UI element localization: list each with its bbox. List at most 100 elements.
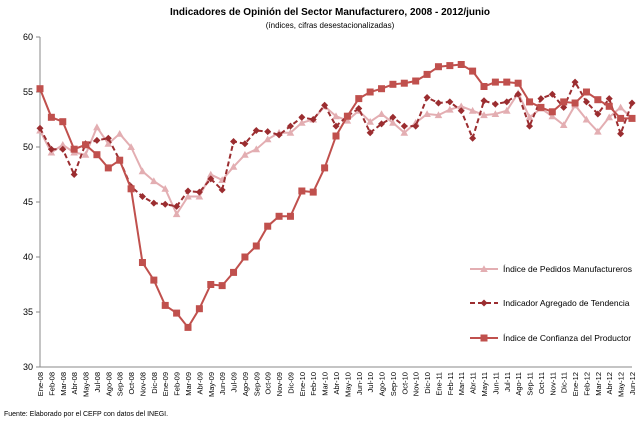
data-point — [59, 118, 67, 126]
data-point — [252, 127, 260, 134]
data-point — [423, 70, 431, 78]
data-point — [457, 61, 465, 68]
x-tick-label: Ene-08 — [36, 372, 45, 396]
data-point — [230, 138, 238, 145]
data-point — [355, 95, 363, 103]
data-point — [264, 128, 272, 136]
x-tick-label: Ene-10 — [298, 372, 307, 396]
data-point — [560, 98, 568, 106]
x-tick-label: Nov-10 — [412, 372, 421, 396]
x-tick-label: May-09 — [207, 372, 216, 397]
x-tick-label: Jun-12 — [628, 372, 637, 395]
data-point — [321, 101, 329, 109]
data-point — [377, 110, 386, 117]
data-point — [184, 323, 192, 331]
x-tick-label: Oct-09 — [264, 372, 273, 395]
x-tick-label: Nov-08 — [138, 372, 147, 396]
data-point — [47, 145, 55, 153]
x-tick-label: Abr-11 — [469, 372, 478, 394]
data-point — [127, 185, 135, 193]
x-tick-label: May-12 — [617, 372, 626, 397]
x-tick-label: Mar-11 — [457, 372, 466, 395]
data-point — [218, 186, 226, 194]
data-point — [571, 99, 579, 107]
data-point — [582, 98, 590, 106]
data-point — [526, 98, 534, 106]
data-point — [343, 112, 351, 120]
data-point — [548, 108, 556, 116]
legend-label: Índice de Confianza del Productor — [503, 333, 631, 343]
x-tick-label: Sep-10 — [389, 372, 398, 396]
data-point — [298, 113, 306, 121]
x-tick-label: Abr-10 — [332, 372, 341, 395]
x-tick-label: Abr-09 — [195, 372, 204, 395]
data-point — [332, 122, 340, 130]
data-point — [70, 145, 78, 153]
y-tick-label: 60 — [23, 32, 33, 42]
data-point — [263, 135, 272, 143]
data-point — [560, 103, 568, 111]
data-point — [138, 193, 146, 200]
data-point — [286, 122, 294, 130]
data-point — [150, 177, 158, 185]
x-tick-label: Feb-11 — [446, 372, 455, 395]
data-point — [457, 102, 466, 110]
data-point — [104, 139, 113, 147]
data-point — [161, 200, 169, 208]
y-tick-label: 35 — [23, 307, 33, 317]
data-point — [82, 141, 90, 149]
data-point — [127, 143, 135, 150]
data-point — [59, 145, 67, 153]
data-point — [616, 103, 625, 111]
data-point — [241, 140, 249, 148]
x-tick-label: Jul-10 — [366, 372, 375, 392]
x-tick-label: Ene-11 — [434, 372, 443, 396]
x-tick-label: Feb-09 — [173, 372, 182, 396]
data-point — [434, 63, 442, 71]
data-point — [241, 253, 249, 261]
data-point — [571, 78, 579, 86]
data-point — [275, 131, 283, 139]
data-point — [628, 99, 636, 107]
data-point — [150, 199, 158, 207]
data-point — [332, 112, 340, 120]
x-tick-label: Dic-11 — [560, 372, 569, 393]
data-point — [457, 107, 465, 115]
data-point — [503, 78, 511, 86]
data-point — [491, 78, 499, 86]
legend-marker — [480, 299, 488, 307]
data-point — [548, 90, 556, 98]
x-tick-label: Oct-11 — [537, 372, 546, 394]
data-point — [434, 99, 442, 107]
x-tick-label: Jun-09 — [218, 372, 227, 395]
x-tick-label: Ene-09 — [161, 372, 170, 396]
x-tick-label: May-08 — [82, 372, 91, 397]
data-point — [93, 136, 101, 144]
data-point — [446, 62, 454, 70]
x-tick-label: Sep-11 — [526, 372, 535, 396]
x-tick-label: Jun-11 — [491, 372, 500, 394]
data-point — [184, 187, 192, 195]
data-point — [138, 167, 147, 175]
data-point — [605, 113, 614, 121]
data-point — [207, 175, 215, 183]
data-point — [514, 90, 522, 98]
x-tick-label: Mar-08 — [59, 372, 68, 396]
data-point — [412, 77, 420, 85]
data-point — [298, 187, 306, 195]
data-point — [286, 128, 295, 136]
x-tick-label: Dic-09 — [286, 372, 295, 394]
data-point — [150, 276, 158, 284]
data-point — [309, 116, 317, 123]
data-point — [36, 85, 44, 93]
data-point — [332, 132, 340, 140]
data-point — [321, 164, 329, 172]
x-tick-label: Oct-10 — [400, 372, 409, 395]
data-point — [412, 122, 420, 130]
data-point — [617, 114, 625, 122]
data-point — [115, 130, 124, 137]
x-tick-label: Sep-08 — [116, 372, 125, 396]
data-point — [537, 95, 545, 103]
data-point — [161, 185, 170, 192]
data-point — [93, 123, 101, 131]
